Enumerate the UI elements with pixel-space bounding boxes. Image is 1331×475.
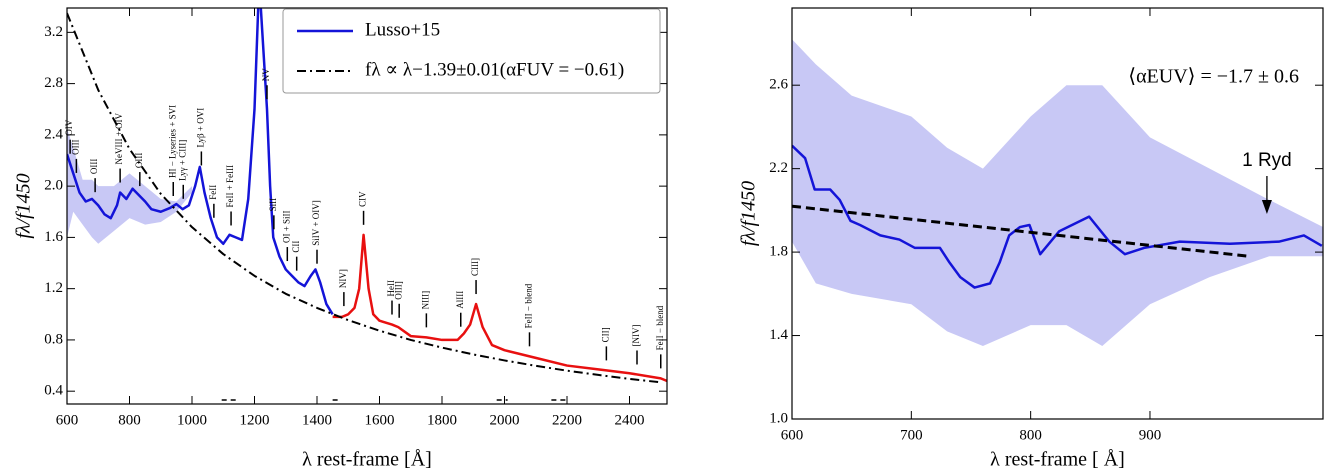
error-band [792,39,1323,346]
line-id-label: HeII [386,280,396,297]
plot-area [67,8,667,384]
series-line [332,233,667,383]
line-id-label: OIII [89,159,99,175]
x-tick-label: 800 [1019,427,1042,443]
line-id-label: OI + SiII [281,210,291,243]
error-band [67,128,192,244]
legend-label: fλ ∝ λ−1.39±0.01(αFUV = −0.61) [365,59,624,80]
line-id-label: OIII [70,139,80,155]
axes-frame [66,7,668,405]
x-tick-label: 1000 [177,412,207,428]
line-id-label: HI − Lyseries + SVI [167,105,177,178]
line-id-label: CIII] [470,258,480,276]
line-id-label: NIII] [420,291,430,310]
line-id-label: OIII [134,153,144,169]
annotation: 1 Ryd [1242,150,1292,171]
line-id-label: FeII − blend [524,283,534,328]
line-id-label: FeII + FeIII [225,165,235,208]
series-line [67,8,334,315]
series-line [792,144,1323,289]
y-tick-label: 1.8 [769,244,788,260]
y-tick-label: 2.2 [769,160,788,176]
annotation-arrowhead [1261,200,1272,214]
line-id-label: OIII] [393,281,403,300]
line-id-label: SiIV + OIV] [311,200,321,245]
x-tick-label: 1800 [427,412,457,428]
x-tick-label: 2000 [490,412,520,428]
line-id-label: OIV [64,119,74,135]
y-tick-label: 0.4 [44,383,63,399]
y-tick-label: 0.8 [44,331,63,347]
line-id-label: CII [291,241,301,253]
line-id-label: SiII [268,198,278,212]
axes-frame [791,7,1324,420]
line-id-label: AlIII [455,291,465,309]
y-axis-label: fλ/f1450 [738,181,760,246]
y-tick-label: 2.4 [44,126,63,142]
legend-label: Lusso+15 [365,19,440,40]
line-id-label: CII] [600,327,610,342]
plot-area [792,39,1323,346]
y-tick-label: 1.0 [769,410,788,426]
y-tick-label: 2.0 [44,178,63,194]
y-tick-label: 3.2 [44,24,63,40]
line-id-label: Lyγ + CIII] [177,140,187,181]
x-tick-label: 900 [1139,427,1162,443]
y-tick-label: 1.6 [44,229,63,245]
y-tick-label: 1.2 [44,280,63,296]
y-tick-label: 1.4 [769,327,788,343]
y-axis-label: fλ/f1450 [13,173,35,238]
line-id-label: CIV [358,191,368,207]
line-id-label: FeII − blend [655,305,665,350]
y-tick-label: 2.8 [44,75,63,91]
line-id-label: FeII [208,185,218,200]
legend-box [282,8,661,94]
x-tick-label: 700 [900,427,923,443]
line-id-label: Lyβ + OVI [195,108,205,148]
x-tick-label: 1200 [240,412,270,428]
x-tick-label: 2400 [615,412,645,428]
x-tick-label: 1600 [365,412,395,428]
x-tick-label: 600 [781,427,804,443]
annotation: ⟨αEUV⟩ = −1.7 ± 0.6 [1128,66,1299,88]
x-axis-label: λ rest-frame [ Å] [990,449,1125,471]
line-id-label: NIV] [338,269,348,288]
x-axis-label: λ rest-frame [Å] [302,449,432,471]
series-line [792,204,1250,258]
line-id-label: [NIV] [631,324,641,346]
line-id-label: NeVIII + OIV [114,112,124,164]
y-tick-label: 2.6 [769,77,788,93]
series-line [67,12,661,384]
x-tick-label: 2200 [552,412,582,428]
line-id-label: NV [261,68,271,81]
x-tick-label: 800 [118,412,141,428]
x-tick-label: 600 [56,412,79,428]
x-tick-label: 1400 [302,412,332,428]
